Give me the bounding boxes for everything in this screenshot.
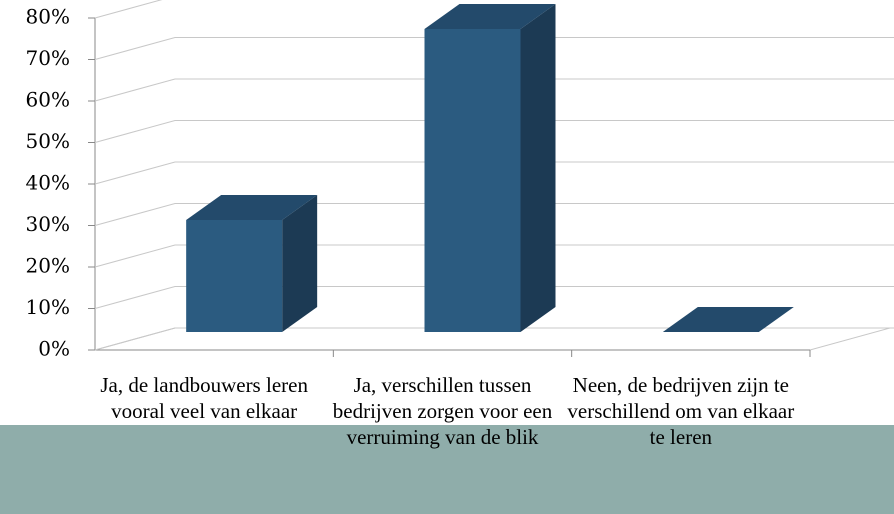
bar-front (424, 29, 521, 333)
y-tick-label: 30% (26, 212, 70, 236)
y-tick-label: 0% (38, 337, 70, 361)
grid-line (94, 37, 894, 60)
y-tick-label: 40% (26, 171, 70, 195)
y-tick-label: 70% (26, 46, 70, 70)
x-tick-label: Neen, de bedrijven zijn te verschillend … (567, 373, 795, 449)
x-tick-label: Ja, verschillen tussen bedrijven zorgen … (332, 373, 553, 449)
grid-line (94, 161, 894, 185)
y-tick-label: 20% (26, 254, 70, 278)
grid-line (94, 0, 163, 19)
y-tick-label: 60% (26, 88, 70, 112)
grid-line (94, 78, 894, 102)
footer-band (0, 425, 894, 514)
y-tick-label: 80% (26, 5, 70, 29)
bar-top (662, 307, 794, 332)
grid-line (94, 244, 894, 268)
bar-top (424, 4, 556, 30)
bar (186, 194, 318, 332)
grid-line (94, 327, 894, 351)
y-tick-label: 50% (26, 129, 70, 153)
bar (424, 4, 556, 333)
bar-side (520, 4, 556, 333)
bar-top (186, 194, 318, 220)
y-tick-label: 10% (26, 295, 70, 319)
bar (662, 307, 794, 332)
bar-side (282, 194, 318, 332)
bar-front (186, 219, 283, 332)
grid-line (94, 203, 894, 226)
x-tick-label: Ja, de landbouwers leren vooral veel van… (100, 373, 308, 423)
grid-line (94, 286, 894, 309)
grid-line (94, 120, 894, 143)
